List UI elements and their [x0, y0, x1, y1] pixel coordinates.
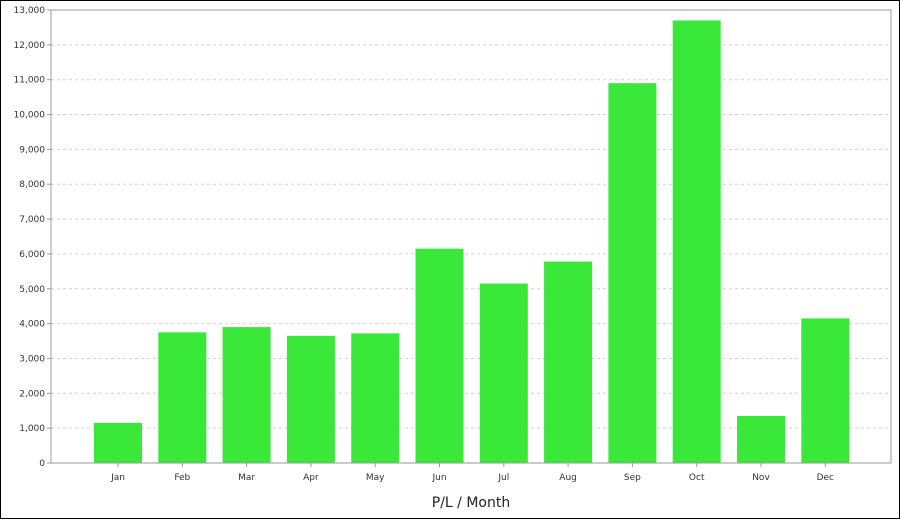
bar-dec — [801, 318, 850, 463]
y-axis: 0 1,000 2,000 3,000 4,000 5,000 6,000 7,000 8,00… — [14, 6, 51, 469]
y-tick-label: 6,000 — [19, 250, 45, 260]
bar-jul — [479, 283, 528, 463]
x-tick-label: Dec — [817, 473, 834, 483]
bar-jan — [94, 422, 142, 463]
bar-nov — [737, 415, 785, 463]
y-tick-label: 2,000 — [19, 389, 45, 399]
x-tick-label: Apr — [303, 473, 319, 483]
y-tick-label: 5,000 — [19, 285, 45, 295]
x-tick-label: Jun — [431, 473, 446, 483]
bar-aug — [544, 261, 593, 463]
x-tick-label: Jan — [110, 473, 125, 483]
y-tick-label: 13,000 — [14, 6, 46, 16]
bars-layer — [94, 20, 850, 463]
y-tick-label: 0 — [39, 459, 45, 469]
x-tick-label: Aug — [559, 473, 577, 483]
y-tick-label: 7,000 — [19, 215, 45, 225]
y-tick-label: 11,000 — [14, 76, 46, 86]
bar-oct — [672, 20, 721, 463]
bar-jun — [415, 248, 464, 463]
plot-area-border — [50, 9, 892, 464]
y-tick-label: 4,000 — [19, 320, 45, 330]
x-tick-label: Feb — [174, 473, 190, 483]
bar-mar — [222, 327, 271, 463]
y-tick-label: 9,000 — [19, 145, 45, 155]
x-tick-label: Mar — [238, 473, 255, 483]
y-tick-label: 10,000 — [14, 111, 46, 121]
x-tick-label: Sep — [624, 473, 641, 483]
x-tick-label: Oct — [689, 473, 705, 483]
x-axis: Jan Feb Mar Apr May Jun Jul Aug Sep Oct Nov Dec — [110, 463, 834, 483]
bar-sep — [608, 83, 657, 463]
bar-may — [351, 333, 400, 463]
bar-apr — [286, 335, 335, 463]
x-tick-label: Jul — [497, 473, 509, 483]
bar-feb — [158, 332, 207, 463]
y-tick-label: 1,000 — [19, 424, 45, 434]
y-tick-label: 3,000 — [19, 354, 45, 364]
x-axis-title: P/L / Month — [432, 495, 510, 511]
x-tick-label: Nov — [752, 473, 770, 483]
y-tick-label: 12,000 — [14, 41, 46, 51]
x-tick-label: May — [366, 473, 385, 483]
y-tick-label: 8,000 — [19, 180, 45, 190]
